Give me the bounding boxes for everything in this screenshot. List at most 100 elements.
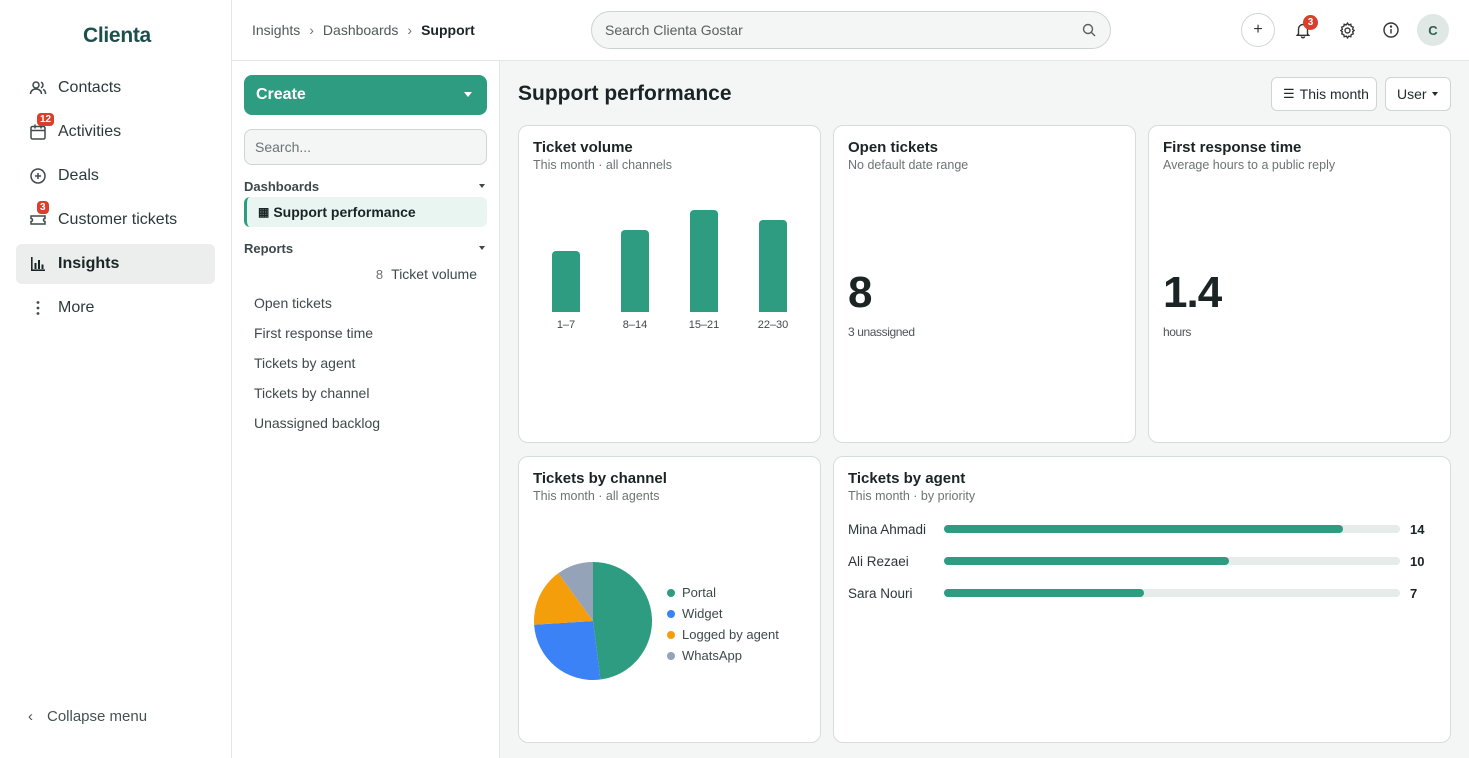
card-title: Tickets by agent: [848, 470, 966, 487]
help-button[interactable]: [1374, 13, 1408, 47]
card-tickets-by-channel[interactable]: Tickets by channel This month · all agen…: [518, 456, 821, 743]
report-item-unassigned-backlog[interactable]: Unassigned backlog: [254, 415, 381, 431]
search-icon[interactable]: [1081, 22, 1097, 41]
card-first-response-time[interactable]: First response time Average hours to a p…: [1148, 125, 1451, 443]
bar-chart-icon: [28, 254, 48, 274]
legend-label: WhatsApp: [682, 648, 742, 663]
agent-bar: [944, 589, 1144, 597]
agent-row[interactable]: Mina Ahmadi 14: [848, 520, 1438, 538]
card-ticket-volume[interactable]: Ticket volume This month · all channels …: [518, 125, 821, 443]
nav-item-label: Insights: [58, 255, 120, 272]
create-label: Create: [256, 86, 306, 103]
report-item-first-response-time[interactable]: First response time: [254, 325, 374, 341]
main-nav: Clienta Contacts 12 Activities Deals 3 C…: [0, 0, 232, 758]
agent-value: 7: [1410, 585, 1418, 601]
plus-circle-icon: [28, 166, 48, 186]
card-subtitle: Average hours to a public reply: [1163, 158, 1336, 172]
notifications-button[interactable]: 3: [1286, 13, 1320, 47]
settings-button[interactable]: [1330, 13, 1364, 47]
agent-bar-track: [944, 589, 1400, 597]
calendar-icon: 12: [28, 113, 55, 142]
breadcrumb-insights[interactable]: Insights: [252, 22, 301, 38]
add-button[interactable]: +: [1241, 13, 1275, 47]
chevron-right-icon: ›: [407, 22, 413, 38]
nav-item-label: Customer tickets: [58, 211, 178, 228]
nav-item-more[interactable]: More: [16, 288, 215, 328]
pie-slice[interactable]: [558, 562, 593, 621]
breadcrumb-dashboards[interactable]: Dashboards: [322, 22, 399, 38]
agent-row[interactable]: Sara Nouri 7: [848, 584, 1438, 602]
card-subtitle: This month · all agents: [533, 489, 660, 503]
agent-bar: [944, 525, 1343, 533]
breadcrumb: Insights › Dashboards › Support: [252, 22, 475, 38]
agent-name: Sara Nouri: [848, 585, 913, 601]
panel-search-input[interactable]: Search...: [244, 129, 487, 165]
chevron-right-icon: ›: [309, 22, 314, 38]
nav-item-label: More: [58, 299, 95, 316]
card-title: Open tickets: [848, 139, 939, 156]
nav-item-deals[interactable]: Deals: [16, 156, 215, 196]
dashboard-main: Support performance ☰ This month User Ti…: [500, 60, 1469, 758]
dashboard-item-label: Support performance: [273, 204, 416, 220]
legend-dot: [667, 651, 675, 660]
chevron-left-icon: ‹: [28, 708, 33, 725]
legend-label: Portal: [682, 585, 716, 600]
agent-value: 14: [1410, 521, 1425, 537]
breadcrumb-current: Support: [421, 22, 475, 38]
nav-item-activities[interactable]: 12 Activities: [16, 112, 215, 152]
report-item-open-tickets[interactable]: Open tickets: [254, 295, 332, 311]
tickets-by-channel-pie: [534, 562, 653, 680]
notifications-badge: 3: [1303, 15, 1318, 30]
agent-bar-track: [944, 525, 1400, 533]
first-response-value: 1.4: [1163, 268, 1222, 317]
card-subtitle: This month · all channels: [533, 158, 672, 172]
card-open-tickets[interactable]: Open tickets No default date range 8 3 u…: [833, 125, 1136, 443]
global-search-input[interactable]: Search Clienta Gostar: [591, 11, 1111, 49]
nav-item-customer-tickets[interactable]: 3 Customer tickets: [16, 200, 215, 240]
dashboards-section-toggle[interactable]: Dashboards: [244, 179, 487, 194]
card-title: Tickets by channel: [533, 470, 667, 487]
reports-section-toggle[interactable]: Reports: [244, 241, 487, 256]
caret-down-icon: [1431, 92, 1438, 96]
reports-heading: Reports: [244, 241, 294, 256]
volume-bar[interactable]: [690, 210, 718, 312]
caret-down-icon: [479, 246, 485, 250]
card-tickets-by-agent[interactable]: Tickets by agent This month · by priorit…: [833, 456, 1451, 743]
open-tickets-sub: 3 unassigned: [848, 325, 915, 339]
pie-slice[interactable]: [534, 573, 593, 625]
collapse-menu-label: Collapse menu: [47, 708, 148, 725]
caret-down-icon: [479, 184, 485, 188]
pie-slice[interactable]: [593, 562, 653, 680]
volume-bar[interactable]: [759, 220, 787, 312]
report-item-tickets-by-agent[interactable]: Tickets by agent: [254, 355, 356, 371]
user-filter-button[interactable]: User: [1385, 77, 1451, 111]
dashboards-heading: Dashboards: [244, 179, 320, 194]
open-tickets-value: 8: [848, 268, 873, 317]
user-avatar[interactable]: C: [1417, 14, 1449, 46]
agent-bar: [944, 557, 1229, 565]
nav-item-contacts[interactable]: Contacts: [16, 68, 215, 108]
brand-logo[interactable]: Clienta: [83, 24, 151, 47]
gear-icon: [1339, 21, 1355, 39]
pie-slice[interactable]: [534, 621, 601, 680]
report-label: Ticket volume: [391, 266, 477, 282]
dashboard-item-support-performance[interactable]: ▦ Support performance: [244, 197, 487, 227]
card-title: First response time: [1163, 139, 1302, 156]
report-item-tickets-by-channel[interactable]: Tickets by channel: [254, 385, 370, 401]
date-filter-button[interactable]: ☰ This month: [1271, 77, 1377, 111]
contacts-icon: [28, 78, 48, 98]
nav-item-insights[interactable]: Insights: [16, 244, 215, 284]
caret-down-icon: [464, 92, 472, 97]
more-vertical-icon: [28, 298, 48, 318]
pie-legend: Portal Widget Logged by agent WhatsApp: [667, 582, 779, 666]
volume-bar[interactable]: [552, 250, 580, 312]
agent-row[interactable]: Ali Rezaei 10: [848, 552, 1438, 570]
report-item-ticket-volume[interactable]: 8 Ticket volume: [232, 266, 477, 282]
volume-tick-label: 15–21: [688, 319, 720, 331]
ticket-icon: 3: [28, 201, 49, 230]
activities-badge: 12: [37, 113, 55, 126]
collapse-menu-button[interactable]: ‹ Collapse menu: [28, 708, 147, 725]
volume-bar[interactable]: [621, 230, 649, 312]
create-button[interactable]: Create: [244, 75, 487, 115]
insights-panel: Create Search... Dashboards ▦ Support pe…: [232, 60, 500, 758]
